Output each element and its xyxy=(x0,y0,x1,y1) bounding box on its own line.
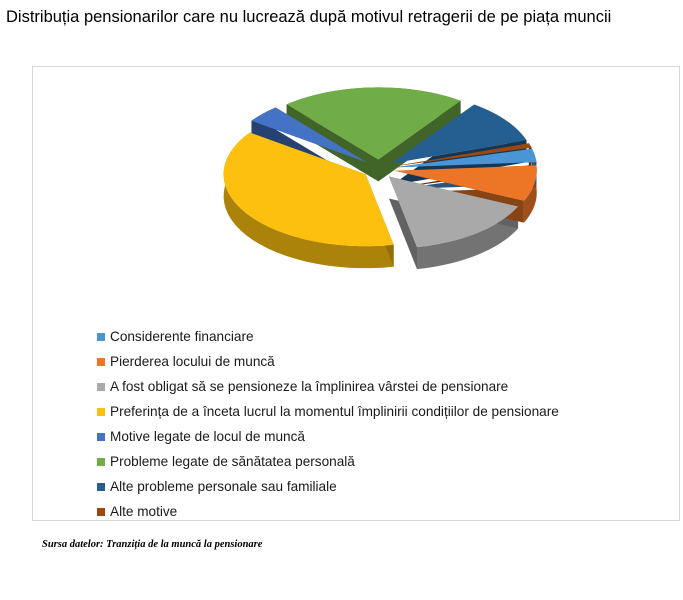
legend-swatch xyxy=(97,457,105,466)
legend-swatch xyxy=(97,382,105,391)
legend-swatch xyxy=(97,407,105,416)
pie-slice-5 xyxy=(251,107,368,163)
pie-slice-3 xyxy=(388,176,519,248)
legend-label: Preferința de a înceta lucrul la momentu… xyxy=(110,404,559,419)
pie-slice-4 xyxy=(223,132,394,247)
legend-item: Preferința de a înceta lucrul la momentu… xyxy=(97,399,559,424)
legend-swatch xyxy=(97,357,105,366)
pie-chart xyxy=(223,87,537,270)
legend-label: Alte probleme personale sau familiale xyxy=(110,479,337,494)
legend-item: Pierderea locului de muncă xyxy=(97,349,559,374)
legend-swatch xyxy=(97,507,105,516)
legend-item: Alte probleme personale sau familiale xyxy=(97,474,559,499)
legend-label: Alte motive xyxy=(110,504,178,519)
pie-slice-6 xyxy=(286,87,461,160)
pie-slice-8 xyxy=(394,143,532,167)
legend-item: Probleme legate de sănătatea personală xyxy=(97,449,559,474)
legend-item: A fost obligat să se pensioneze la împli… xyxy=(97,374,559,399)
legend-swatch xyxy=(97,332,105,341)
legend-label: Pierderea locului de muncă xyxy=(110,354,275,369)
pie-slice-side-2 xyxy=(523,165,537,223)
pie-slice-2 xyxy=(394,165,537,201)
chart-title: Distribuția pensionarilor care nu lucrea… xyxy=(6,8,612,26)
pie-slice-side-4 xyxy=(223,132,394,269)
chart-legend: Considerente financiare Pierderea locului… xyxy=(97,324,559,524)
pie-slice-1 xyxy=(394,148,537,168)
pie-slice-7 xyxy=(391,104,527,164)
legend-item: Considerente financiare xyxy=(97,324,559,349)
legend-item: Alte motive xyxy=(97,499,559,524)
legend-label: Motive legate de locul de muncă xyxy=(110,429,305,444)
chart-area: Considerente financiare Pierderea locului… xyxy=(32,66,680,521)
legend-swatch xyxy=(97,482,105,491)
pie-slice-side-3 xyxy=(417,206,519,270)
legend-label: Probleme legate de sănătatea personală xyxy=(110,454,355,469)
legend-label: Considerente financiare xyxy=(110,329,254,344)
legend-item: Motive legate de locul de muncă xyxy=(97,424,559,449)
legend-label: A fost obligat să se pensioneze la împli… xyxy=(110,379,509,394)
source-note: Sursa datelor: Tranziția de la muncă la … xyxy=(42,539,263,550)
legend-swatch xyxy=(97,432,105,441)
